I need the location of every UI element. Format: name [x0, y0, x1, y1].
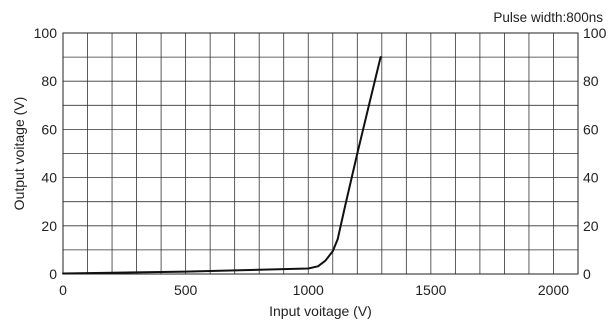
y-tick-label-right: 0 — [583, 266, 591, 282]
y-tick-label-left: 80 — [41, 73, 57, 89]
x-tick-label: 2000 — [538, 282, 569, 298]
x-axis-title: Input voitage (V) — [269, 303, 372, 319]
y-tick-label-left: 20 — [41, 218, 57, 234]
y-tick-label-left: 0 — [49, 266, 57, 282]
right-y-tick-labels: 0 20 40 60 80 100 — [583, 25, 607, 282]
y-tick-label-right: 40 — [583, 170, 599, 186]
x-tick-labels: 0 500 1000 1500 2000 — [59, 282, 569, 298]
series-layer — [62, 56, 382, 275]
plot-frame — [62, 32, 579, 275]
y-tick-label-left: 60 — [41, 121, 57, 137]
y-axis-title: Output voitage (V) — [11, 97, 27, 211]
x-tick-label: 500 — [174, 282, 198, 298]
left-y-tick-labels: 0 20 40 60 80 100 — [34, 25, 58, 282]
pulse-width-annotation: Pulse width:800ns — [493, 10, 603, 25]
y-tick-label-right: 60 — [583, 121, 599, 137]
x-tick-label: 1500 — [415, 282, 446, 298]
x-tick-label: 1000 — [293, 282, 324, 298]
series-line — [62, 56, 382, 275]
y-tick-label-right: 20 — [583, 218, 599, 234]
y-tick-label-right: 100 — [583, 25, 607, 41]
grid — [63, 33, 578, 274]
y-tick-label-left: 40 — [41, 170, 57, 186]
y-tick-label-right: 80 — [583, 73, 599, 89]
y-tick-label-left: 100 — [34, 25, 58, 41]
x-tick-label: 0 — [59, 282, 67, 298]
